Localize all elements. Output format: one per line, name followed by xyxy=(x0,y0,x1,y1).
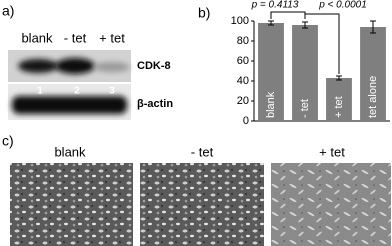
bracket xyxy=(270,11,306,19)
bar xyxy=(360,27,386,121)
band xyxy=(55,58,95,74)
y-tick-label: 20 xyxy=(237,95,249,107)
bracket xyxy=(305,13,340,74)
y-tick-label: 60 xyxy=(237,55,249,67)
panel-label: a) xyxy=(2,3,14,19)
lane-number: 3 xyxy=(109,86,115,97)
error-bar xyxy=(268,20,274,26)
lane-number: 1 xyxy=(37,86,43,97)
micrograph xyxy=(271,163,391,246)
band xyxy=(18,59,58,73)
annotation: p = 0.4113 xyxy=(251,0,299,11)
bar xyxy=(326,78,352,121)
lane-number: 2 xyxy=(74,86,80,97)
category-label: - tet xyxy=(299,99,311,118)
error-bar xyxy=(302,21,308,29)
category-label: tet alone xyxy=(367,76,379,118)
micrograph xyxy=(140,163,264,246)
lane-label: blank xyxy=(21,30,53,45)
image-title: + tet xyxy=(319,144,345,159)
error-bar xyxy=(336,75,342,81)
annotation: p < 0.0001 xyxy=(318,0,367,11)
y-tick-label: 40 xyxy=(237,75,249,87)
lane-label: + tet xyxy=(99,30,125,45)
lane-label: - tet xyxy=(64,30,87,45)
error-bar xyxy=(370,20,376,34)
category-label: blank xyxy=(265,91,277,118)
band xyxy=(94,62,130,72)
band-label: β-actin xyxy=(137,98,173,110)
bar xyxy=(258,23,284,121)
category-label: + tet xyxy=(333,96,345,118)
band xyxy=(12,96,127,114)
image-title: - tet xyxy=(191,144,214,159)
y-tick-label: 0 xyxy=(243,115,249,127)
panel-label: b) xyxy=(198,5,210,21)
micrograph xyxy=(10,163,133,246)
y-tick-label: 80 xyxy=(237,35,249,47)
bar xyxy=(292,25,318,121)
bar-chart: 0 20 40 60 80 100 blank - tet + tet tet alone p = … xyxy=(231,0,390,127)
image-title: blank xyxy=(54,144,86,159)
band-label: CDK-8 xyxy=(137,60,171,72)
y-tick-label: 100 xyxy=(231,15,249,27)
panel-label: c) xyxy=(2,133,14,149)
